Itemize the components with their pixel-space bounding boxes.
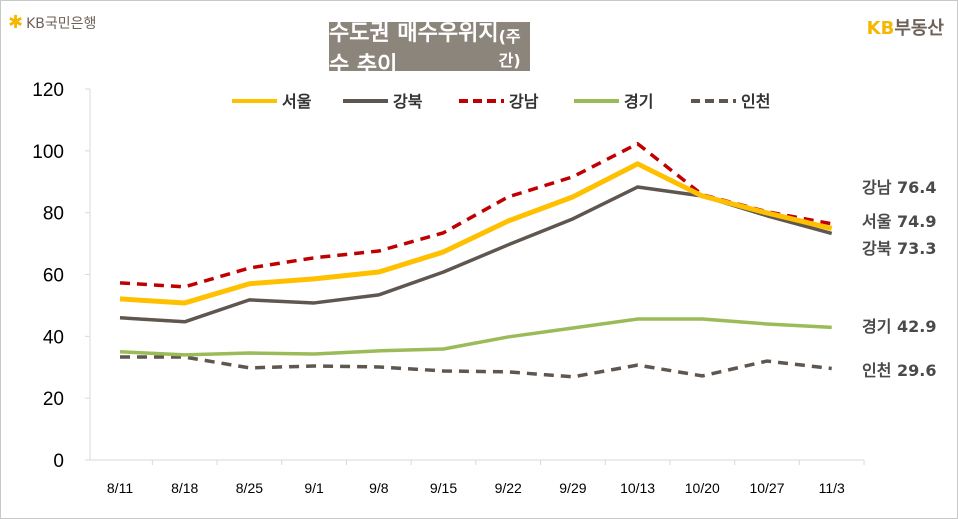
- y-tick-label: 120: [32, 80, 64, 101]
- x-tick-label: 9/8: [369, 480, 389, 496]
- chart-title: 수도권 매수우위지수 추이 (주간): [329, 21, 530, 78]
- y-tick-label: 60: [43, 266, 64, 287]
- x-tick-label: 10/20: [685, 480, 720, 496]
- y-tick-label: 20: [43, 389, 64, 410]
- end-label-서울: 서울 74.9: [862, 212, 937, 231]
- series-line-서울: [119, 161, 833, 306]
- chart-title-main: 수도권 매수우위지수 추이: [329, 20, 499, 78]
- x-tick-label: 8/25: [236, 480, 263, 496]
- legend-label: 경기: [624, 92, 653, 111]
- series-line-강북: [119, 185, 833, 324]
- series-line-인천: [120, 355, 832, 379]
- end-label-강남: 강남 76.4: [862, 178, 937, 197]
- x-tick-label: 8/11: [107, 480, 133, 496]
- y-tick-label: 0: [53, 451, 64, 472]
- end-label-강북: 강북 73.3: [862, 239, 937, 258]
- bank-logo-text: KB국민은행: [26, 15, 97, 32]
- legend-label: 강북: [393, 92, 423, 111]
- chart-title-suffix: (주간): [498, 26, 521, 70]
- end-label-경기: 경기 42.9: [862, 317, 937, 336]
- y-tick-label: 40: [43, 327, 64, 348]
- x-tick-label: 8/18: [171, 480, 198, 496]
- kb-realestate-logo: KB부동산: [867, 14, 944, 40]
- y-tick-label: 100: [32, 142, 64, 163]
- y-tick-label: 80: [43, 204, 64, 225]
- x-tick-label: 9/29: [559, 480, 586, 496]
- x-tick-label: 9/1: [304, 480, 324, 496]
- x-tick-label: 9/22: [495, 480, 522, 496]
- x-tick-label: 11/3: [819, 480, 845, 496]
- legend-label: 서울: [282, 92, 312, 111]
- x-tick-label: 9/15: [430, 480, 457, 496]
- brand-text: 부동산: [894, 18, 944, 39]
- brand-kb-text: KB: [866, 18, 895, 39]
- series-line-강남: [119, 141, 833, 289]
- kb-bank-logo: ✱ KB국민은행: [8, 12, 96, 33]
- series-line-경기: [119, 317, 832, 357]
- x-tick-label: 10/27: [749, 480, 784, 496]
- kb-star-icon: ✱: [8, 12, 24, 33]
- end-label-인천: 인천 29.6: [862, 361, 937, 380]
- legend-label: 인천: [741, 92, 770, 111]
- x-tick-label: 10/13: [620, 480, 655, 496]
- legend-label: 강남: [509, 92, 539, 111]
